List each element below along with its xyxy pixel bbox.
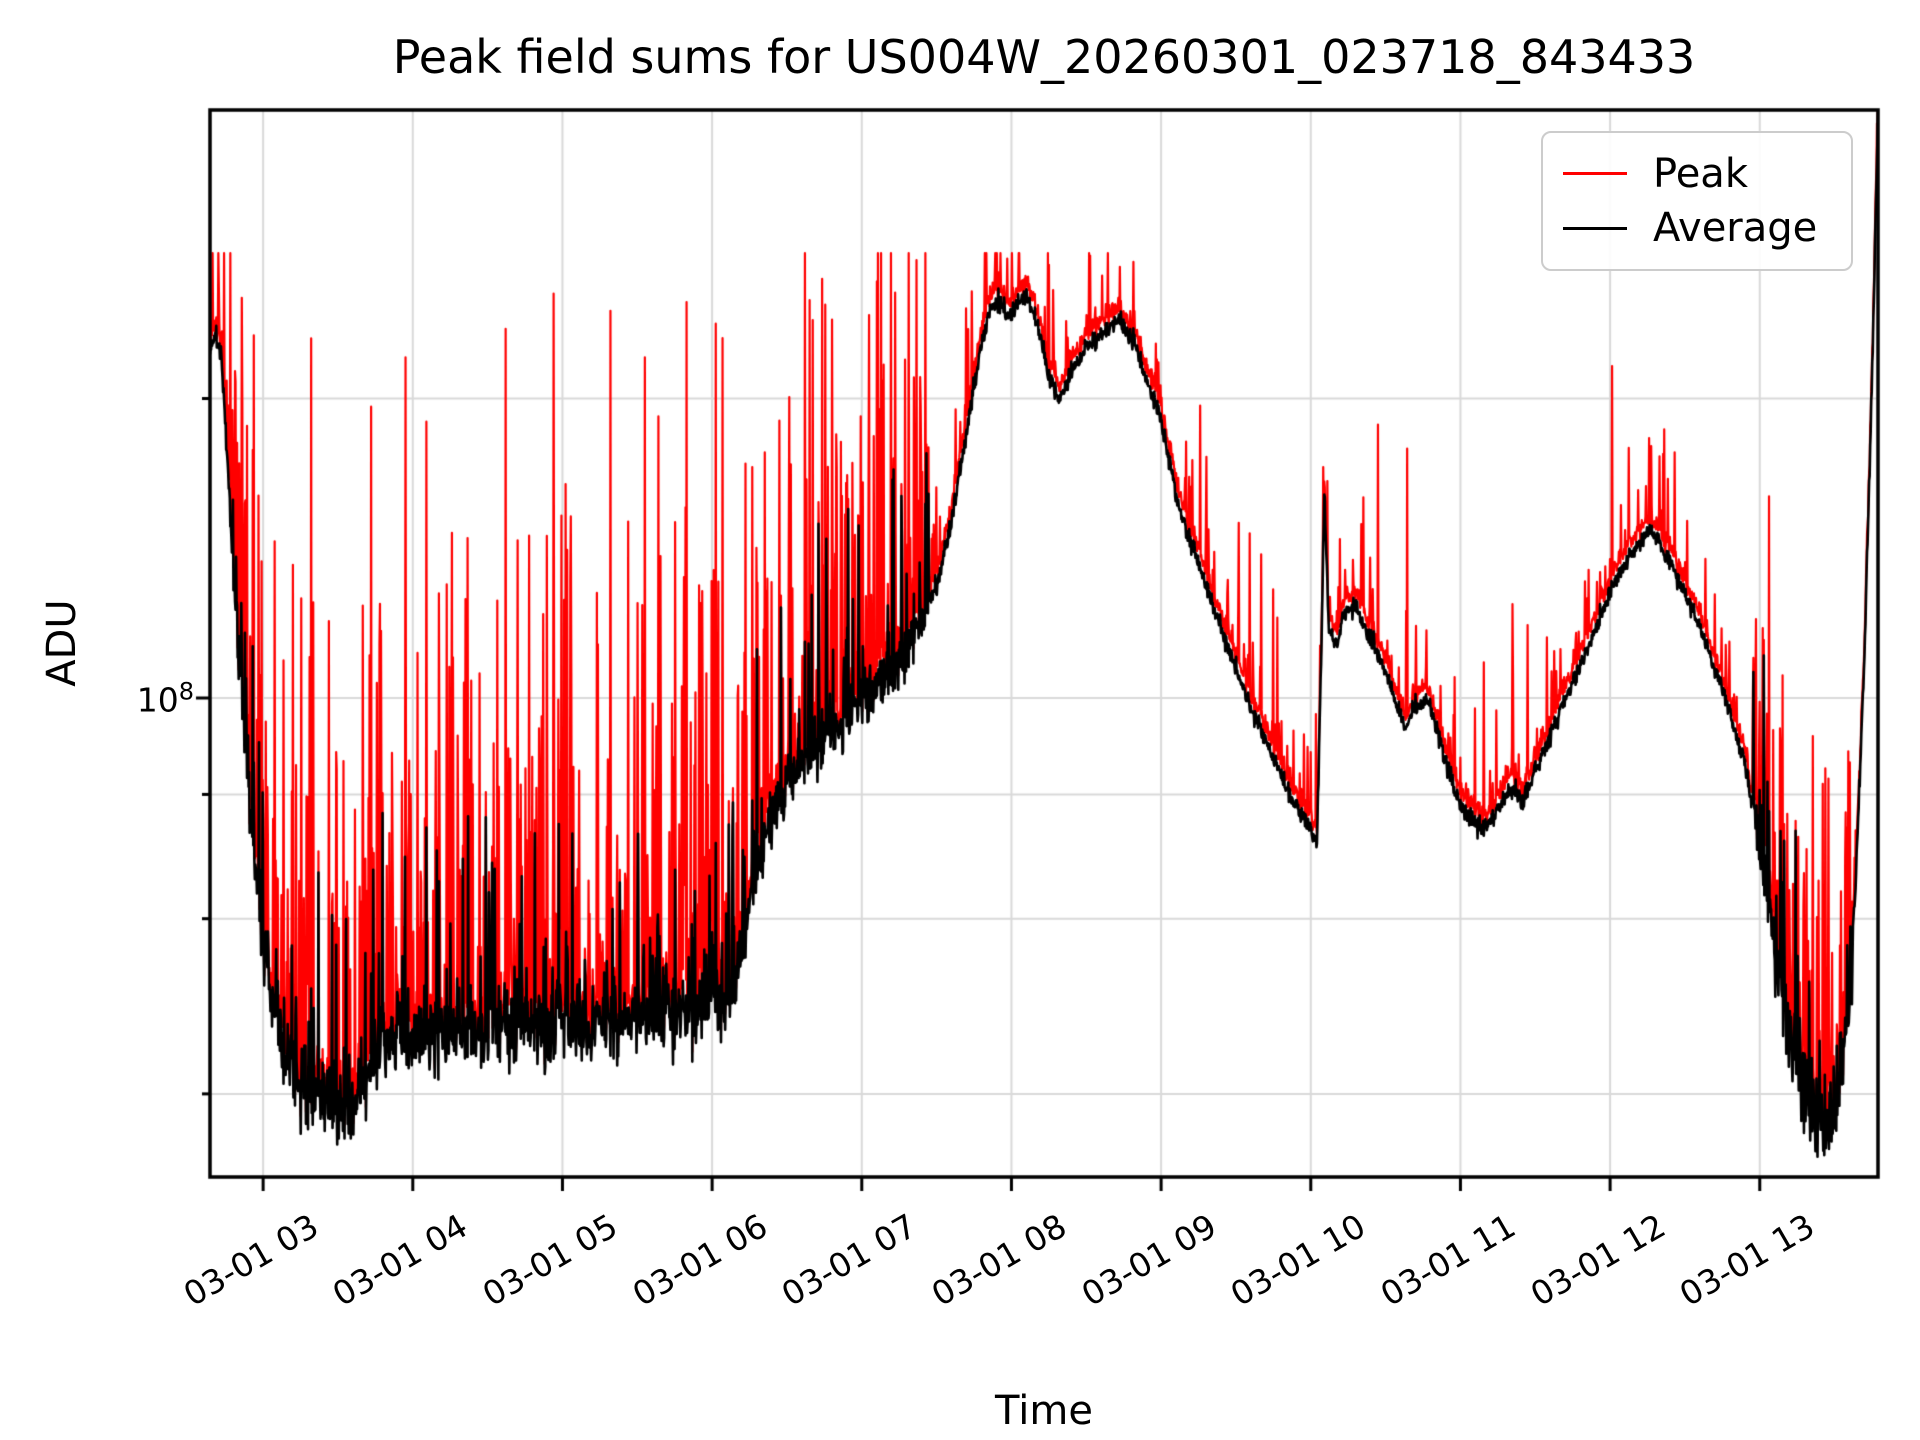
y-tick-exponent: 8 xyxy=(178,677,194,706)
legend-label-peak: Peak xyxy=(1653,150,1748,197)
x-axis-label: Time xyxy=(995,1388,1093,1434)
average-line-sample xyxy=(1563,226,1627,230)
legend-entry-peak: Peak xyxy=(1563,154,1851,194)
peak-line-sample xyxy=(1563,172,1627,176)
y-tick-label: 108 xyxy=(136,677,194,720)
legend: Peak Average xyxy=(1541,131,1853,271)
legend-label-average: Average xyxy=(1653,205,1818,252)
y-axis-label: ADU xyxy=(39,599,85,687)
legend-entry-average: Average xyxy=(1563,208,1851,248)
chart-title: Peak field sums for US004W_20260301_0237… xyxy=(392,30,1696,84)
y-tick-base: 10 xyxy=(136,680,179,720)
